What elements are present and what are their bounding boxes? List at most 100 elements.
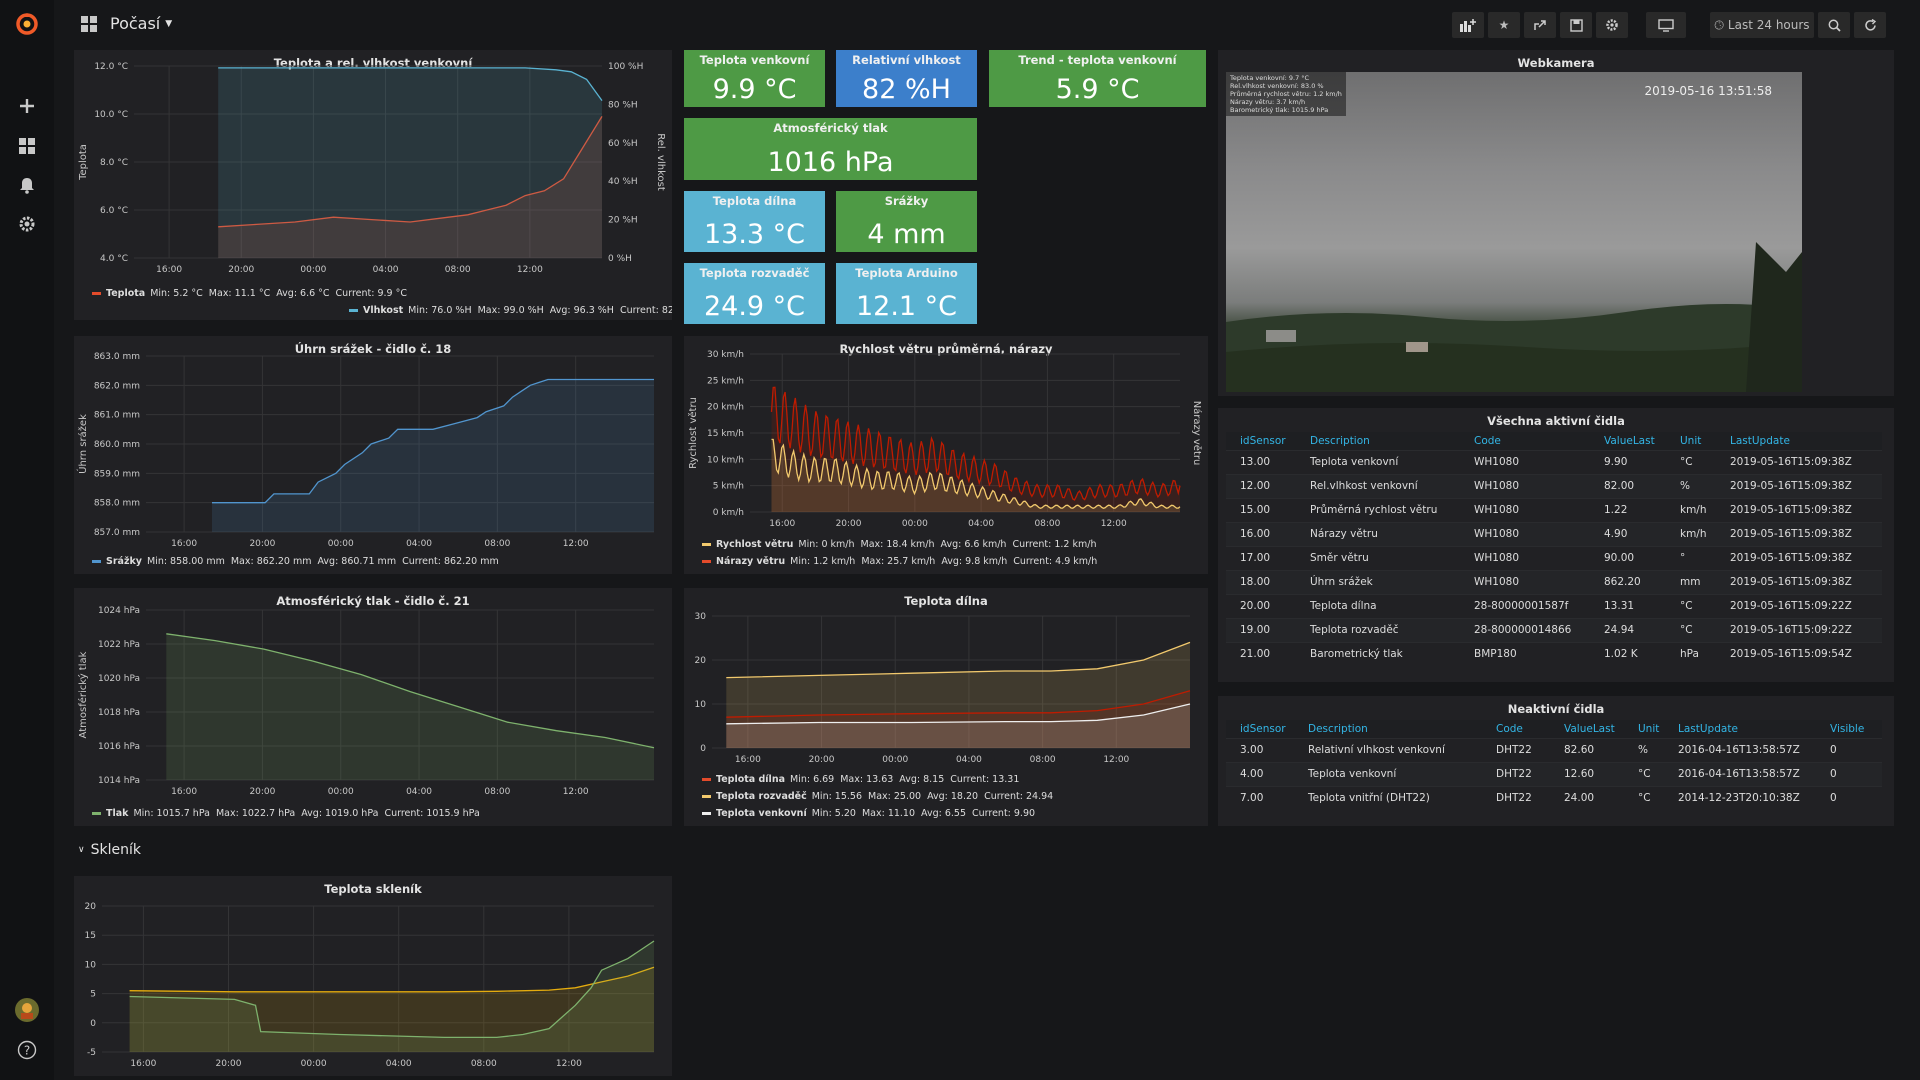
gear-icon[interactable]	[0, 204, 54, 244]
stat-rainfall[interactable]: Srážky 4 mm	[836, 191, 977, 252]
table-cell: 12.60	[1550, 761, 1624, 786]
table-row[interactable]: 20.00 Teplota dílna 28-80000001587f 13.31 °C…	[1226, 593, 1882, 618]
stat-switchboard-temp[interactable]: Teplota rozvaděč 24.9 °C	[684, 263, 825, 324]
time-picker-button[interactable]: 🕓︎ Last 24 hours	[1710, 12, 1814, 38]
table-row[interactable]: 7.00 Teplota vnitřní (DHT22) DHT22 24.00 °C 2…	[1226, 785, 1882, 810]
plus-icon[interactable]	[0, 86, 54, 126]
bell-icon[interactable]	[0, 165, 54, 205]
series-line	[771, 438, 1181, 510]
column-header[interactable]: Visible	[1816, 720, 1882, 738]
stat-outdoor-temp[interactable]: Teplota venkovní 9.9 °C	[684, 50, 825, 107]
panel-title[interactable]: Teplota dílna	[904, 594, 988, 608]
table-row[interactable]: 4.00 Teplota venkovní DHT22 12.60 °C 2016-04-…	[1226, 761, 1882, 786]
panel-title[interactable]: Úhrn srážek - čidlo č. 18	[294, 342, 452, 356]
star-button[interactable]: ★	[1488, 12, 1520, 38]
chart-wind-speed[interactable]: 0 km/h 5 km/h 10 km/h 15 km/h 20 km/h 25 km/h…	[684, 336, 1208, 574]
legend-item-srazky[interactable]: Srážky Min: 858.00 mm Max: 862.20 mm Avg: 8…	[92, 556, 505, 567]
zoom-out-button[interactable]	[1818, 12, 1850, 38]
table-row[interactable]: 19.00 Teplota rozvaděč 28-800000014866 24.9…	[1226, 617, 1882, 642]
stat-relative-humidity[interactable]: Relativní vlhkost 82 %H	[836, 50, 977, 107]
help-icon[interactable]: ?	[0, 1030, 54, 1070]
refresh-button[interactable]	[1854, 12, 1886, 38]
legend-item-tlak[interactable]: Tlak Min: 1015.7 hPa Max: 1022.7 hPa Avg: 1…	[92, 808, 486, 819]
legend-item-teplota-venkovni[interactable]: Teplota venkovní Min: 5.20 Max: 11.10 Avg: …	[702, 808, 1041, 819]
dashboard-picker[interactable]: Počasí ▼	[110, 14, 172, 33]
grafana-logo-icon[interactable]	[0, 4, 54, 44]
legend-min: Min: 1.2 km/h	[790, 556, 856, 567]
legend-item-teplota-dilna[interactable]: Teplota dílna Min: 6.69 Max: 13.63 Avg: 8.1…	[702, 774, 1025, 785]
x-tick-label: 16:00	[735, 755, 761, 765]
column-header[interactable]: ValueLast	[1550, 720, 1624, 738]
panel-title[interactable]: Teplota skleník	[324, 882, 422, 896]
y-tick-label: 5 km/h	[713, 482, 744, 492]
column-header[interactable]: Code	[1460, 432, 1590, 450]
legend-current: Current: 24.94	[984, 791, 1054, 802]
chart-greenhouse-temp[interactable]: -5 0 5 10 15 20 16:00 20:00 00:00 04:00 08:00 12:00	[74, 876, 672, 1076]
legend-current: Current: 9.90	[971, 808, 1036, 819]
save-button[interactable]	[1560, 12, 1592, 38]
tv-mode-button[interactable]	[1646, 12, 1686, 38]
column-header[interactable]: ValueLast	[1590, 432, 1666, 450]
column-header[interactable]: Description	[1294, 720, 1482, 738]
table-cell: 13.31	[1590, 593, 1666, 618]
legend-avg: Avg: 860.71 mm	[317, 556, 397, 567]
column-header[interactable]: LastUpdate	[1664, 720, 1816, 738]
share-button[interactable]	[1524, 12, 1556, 38]
table-row[interactable]: 3.00 Relativní vlhkost venkovní DHT22 82.60…	[1226, 737, 1882, 762]
panel-rainfall: Úhrn srážek - čidlo č. 18 857.0 mm 858.0 …	[74, 336, 672, 574]
chart-rainfall[interactable]: 857.0 mm 858.0 mm 859.0 mm 860.0 mm 861.0 mm…	[74, 336, 672, 574]
legend-item-teplota[interactable]: Teplota Min: 5.2 °C Max: 11.1 °C Avg: 6.6 °…	[92, 288, 413, 299]
table-row[interactable]: 12.00 Rel.vlhkost venkovní WH1080 82.00% 201…	[1226, 473, 1882, 498]
table-cell: 28-800000014866	[1460, 617, 1590, 642]
panel-title[interactable]: Všechna aktivní čidla	[1487, 414, 1625, 428]
column-header[interactable]: Unit	[1666, 432, 1716, 450]
legend-item-narazy-vetru[interactable]: Nárazy větru Min: 1.2 km/h Max: 25.7 km/h A…	[702, 556, 1103, 567]
column-header[interactable]: LastUpdate	[1716, 432, 1882, 450]
table-cell: %	[1666, 473, 1716, 498]
column-header[interactable]: idSensor	[1226, 432, 1296, 450]
series-line	[218, 116, 603, 228]
series-line	[129, 940, 655, 1039]
panel-title[interactable]: Atmosférický tlak - čidlo č. 21	[276, 594, 470, 608]
panel-title[interactable]: Webkamera	[1517, 56, 1595, 70]
chart-workshop-temp[interactable]: 0 10 20 30 16:00 20:00 00:00 04:00 08:00 12:00	[684, 588, 1208, 826]
x-tick-label: 08:00	[1030, 755, 1056, 765]
chart-outdoor-temp-humidity[interactable]: 4.0 °C 6.0 °C 8.0 °C 10.0 °C 12.0 °C 0 %H 20 %…	[74, 50, 672, 320]
dashboard-grid-icon	[80, 15, 98, 37]
table-row[interactable]: 17.00 Směr větru WH1080 90.00 ° 2019-05-16T15…	[1226, 545, 1882, 570]
stat-title: Teplota dílna	[712, 194, 797, 208]
table-row[interactable]: 15.00 Průměrná rychlost větru WH1080 1.22 km…	[1226, 497, 1882, 522]
caret-down-icon: ▼	[165, 18, 173, 29]
legend-avg: Avg: 1019.0 hPa	[301, 808, 379, 819]
add-panel-button[interactable]	[1452, 12, 1484, 38]
panel-title[interactable]: Neaktivní čidla	[1507, 702, 1605, 716]
stat-pressure[interactable]: Atmosférický tlak 1016 hPa	[684, 118, 977, 180]
stat-temp-trend[interactable]: Trend - teplota venkovní 5.9 °C	[989, 50, 1206, 107]
column-header[interactable]: Code	[1482, 720, 1550, 738]
y-tick-label: 6.0 °C	[100, 206, 128, 216]
column-header[interactable]: idSensor	[1226, 720, 1294, 738]
avatar[interactable]	[0, 990, 54, 1030]
table-row[interactable]: 13.00 Teplota venkovní WH1080 9.90 °C 2019-05…	[1226, 449, 1882, 474]
legend-item-vlhkost[interactable]: Vlhkost Min: 76.0 %H Max: 99.0 %H Avg: 96.3…	[349, 305, 672, 316]
legend-item-teplota-rozvadec[interactable]: Teplota rozvaděč Min: 15.56 Max: 25.00 Avg:…	[702, 791, 1059, 802]
table-cell: DHT22	[1482, 761, 1550, 786]
legend-item-rychlost-vetru[interactable]: Rychlost větru Min: 0 km/h Max: 18.4 km/h A…	[702, 539, 1102, 550]
stat-arduino-temp[interactable]: Teplota Arduino 12.1 °C	[836, 263, 977, 324]
legend-name: Tlak	[106, 808, 129, 819]
stat-workshop-temp[interactable]: Teplota dílna 13.3 °C	[684, 191, 825, 252]
chart-pressure[interactable]: 1014 hPa 1016 hPa 1018 hPa 1020 hPa 1022 hPa…	[74, 588, 672, 826]
table-cell: Teplota dílna	[1296, 593, 1460, 618]
table-row[interactable]: 18.00 Úhrn srážek WH1080 862.20 mm 2019-05-16…	[1226, 569, 1882, 594]
y-tick-label: 30	[695, 612, 707, 622]
column-header[interactable]: Description	[1296, 432, 1460, 450]
table-cell: 2016-04-16T13:58:57Z	[1664, 737, 1816, 762]
table-row[interactable]: 16.00 Nárazy větru WH1080 4.90 km/h 2019-05-1…	[1226, 521, 1882, 546]
row-header-sklenik[interactable]: ∨ Skleník	[78, 842, 141, 858]
settings-button[interactable]	[1596, 12, 1628, 38]
column-header[interactable]: Unit	[1624, 720, 1664, 738]
panel-title[interactable]: Rychlost větru průměrná, nárazy	[839, 342, 1053, 356]
dashboards-icon[interactable]	[0, 126, 54, 166]
y-tick-label: 20	[695, 656, 707, 666]
